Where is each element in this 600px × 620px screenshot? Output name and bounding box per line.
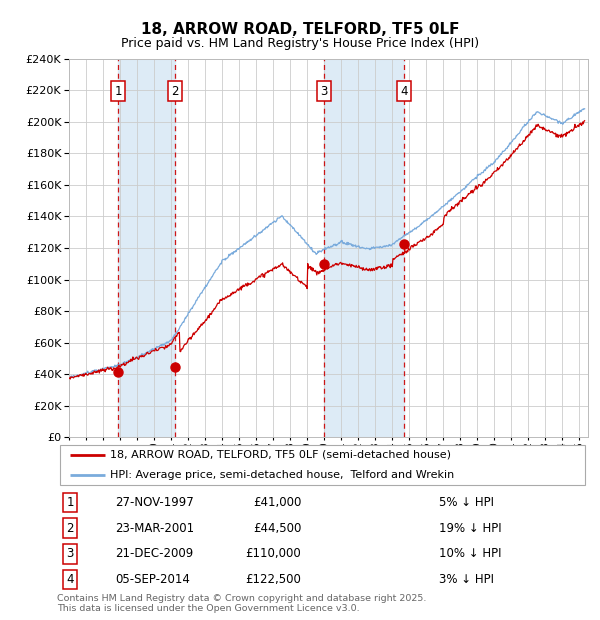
Text: £110,000: £110,000: [245, 547, 301, 560]
Text: 2: 2: [171, 84, 179, 97]
Bar: [118, 59, 175, 437]
Text: 1: 1: [115, 84, 122, 97]
Text: £122,500: £122,500: [245, 573, 301, 586]
FancyBboxPatch shape: [59, 445, 586, 485]
Text: £44,500: £44,500: [253, 521, 301, 534]
Text: 4: 4: [67, 573, 74, 586]
Text: Contains HM Land Registry data © Crown copyright and database right 2025.
This d: Contains HM Land Registry data © Crown c…: [57, 594, 427, 613]
Text: 2: 2: [67, 521, 74, 534]
Text: HPI: Average price, semi-detached house,  Telford and Wrekin: HPI: Average price, semi-detached house,…: [110, 471, 454, 480]
Text: £41,000: £41,000: [253, 496, 301, 509]
Text: 19% ↓ HPI: 19% ↓ HPI: [439, 521, 502, 534]
Text: 10% ↓ HPI: 10% ↓ HPI: [439, 547, 502, 560]
Text: 23-MAR-2001: 23-MAR-2001: [115, 521, 194, 534]
Bar: [324, 59, 404, 437]
Text: 3% ↓ HPI: 3% ↓ HPI: [439, 573, 494, 586]
Text: 18, ARROW ROAD, TELFORD, TF5 0LF: 18, ARROW ROAD, TELFORD, TF5 0LF: [141, 22, 459, 37]
Text: 4: 4: [400, 84, 407, 97]
Text: 18, ARROW ROAD, TELFORD, TF5 0LF (semi-detached house): 18, ARROW ROAD, TELFORD, TF5 0LF (semi-d…: [110, 450, 451, 459]
Text: 1: 1: [67, 496, 74, 509]
Text: 21-DEC-2009: 21-DEC-2009: [115, 547, 194, 560]
Text: Price paid vs. HM Land Registry's House Price Index (HPI): Price paid vs. HM Land Registry's House …: [121, 37, 479, 50]
Text: 05-SEP-2014: 05-SEP-2014: [115, 573, 190, 586]
Text: 3: 3: [320, 84, 328, 97]
Text: 27-NOV-1997: 27-NOV-1997: [115, 496, 194, 509]
Text: 5% ↓ HPI: 5% ↓ HPI: [439, 496, 494, 509]
Text: 3: 3: [67, 547, 74, 560]
